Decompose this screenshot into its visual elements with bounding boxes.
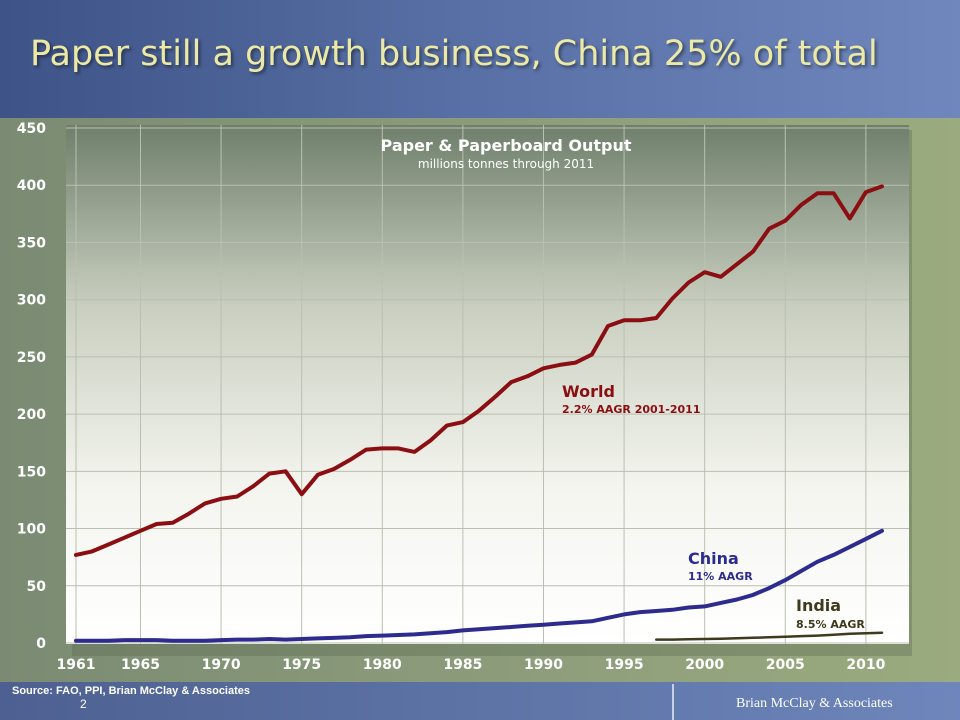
y-tick-label: 450 (17, 121, 46, 137)
plot-area (66, 125, 909, 644)
slide-header (0, 0, 960, 118)
y-tick-label: 50 (27, 579, 47, 595)
x-tick-label: 1980 (363, 657, 402, 673)
x-tick-label: 1965 (121, 657, 160, 673)
y-tick-label: 250 (17, 350, 46, 366)
series-line-india (655, 631, 884, 641)
y-axis-ticks: 0 50 100 150 200 250 300 350 400 450 (17, 121, 46, 652)
line-chart: 0 50 100 150 200 250 300 350 400 450 1961 1965 1970… (17, 121, 912, 673)
y-tick-label: 0 (36, 636, 46, 652)
x-tick-label: 1961 (57, 657, 96, 673)
chart-title: Paper & Paperboard Output (381, 136, 632, 155)
brand-name: Brian McClay & Associates (736, 696, 893, 711)
series-label-world: World (562, 382, 615, 401)
x-tick-label: 2000 (685, 657, 724, 673)
y-tick-label: 150 (17, 464, 46, 480)
grid-lines (66, 125, 909, 644)
x-axis-ticks: 1961 1965 1970 1975 1980 1985 1990 1995 2000 2005… (57, 657, 886, 673)
x-tick-label: 1990 (524, 657, 563, 673)
series-annotation-china: 11% AAGR (688, 570, 753, 583)
series-line-world (74, 184, 884, 557)
slide-title: Paper still a growth business, China 25%… (30, 34, 878, 74)
x-tick-label: 2010 (846, 657, 885, 673)
x-tick-label: 2005 (766, 657, 805, 673)
x-tick-label: 1975 (282, 657, 321, 673)
x-tick-label: 1970 (202, 657, 241, 673)
series-line-china (74, 528, 884, 643)
page-number: 2 (80, 697, 87, 711)
x-tick-label: 1995 (605, 657, 644, 673)
chart-subtitle: millions tonnes through 2011 (418, 157, 594, 171)
series-label-china: China (688, 549, 739, 568)
y-tick-label: 200 (17, 407, 46, 423)
y-tick-label: 100 (17, 522, 46, 538)
y-tick-label: 350 (17, 235, 46, 251)
y-tick-label: 300 (17, 293, 46, 309)
source-note: Source: FAO, PPI, Brian McClay & Associa… (12, 685, 251, 697)
series-lines (74, 184, 884, 643)
series-annotation-world: 2.2% AAGR 2001-2011 (562, 403, 701, 416)
slide-footer (0, 682, 960, 720)
y-tick-label: 400 (17, 178, 46, 194)
footer-divider (672, 684, 674, 720)
series-label-india: India (796, 596, 841, 615)
x-tick-label: 1985 (443, 657, 482, 673)
series-annotation-india: 8.5% AAGR (796, 618, 865, 631)
